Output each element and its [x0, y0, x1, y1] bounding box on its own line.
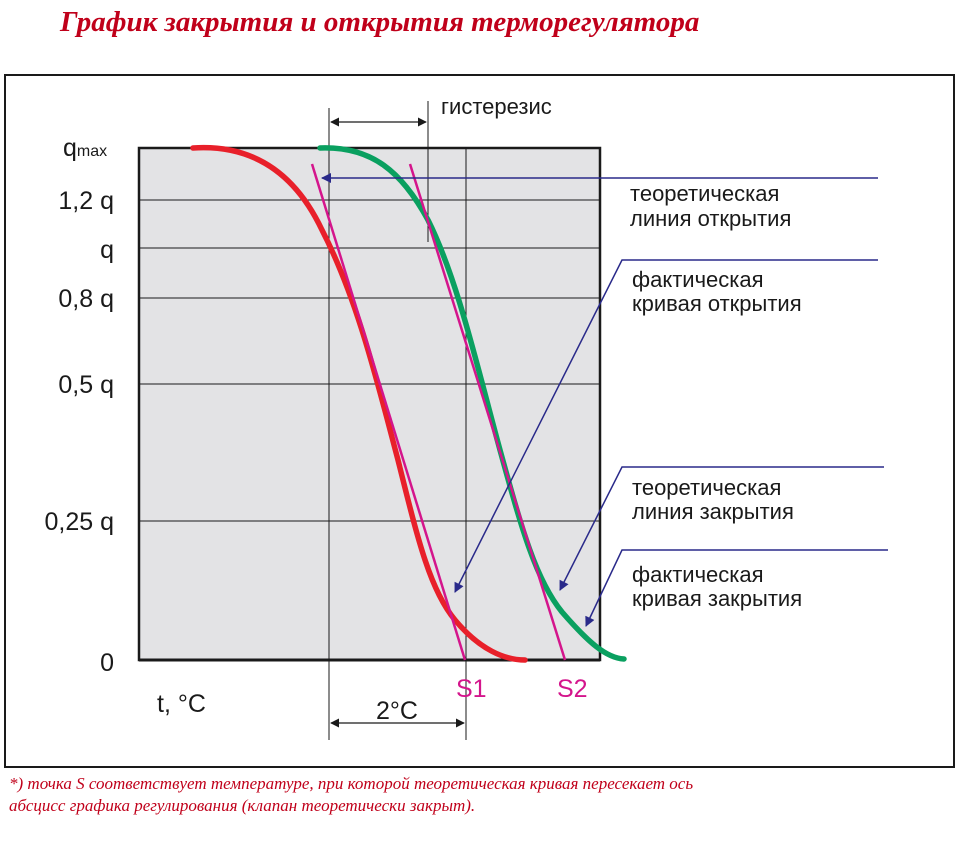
y-label-0-25q: 0,25 q: [44, 508, 114, 536]
callout-actual-close: [585, 549, 888, 627]
callout-actual-open: [454, 259, 878, 593]
callout-text-theor-close-1: теоретическая: [632, 475, 781, 500]
y-label-qmax: qmax: [63, 134, 107, 162]
callout-text-theor-open-2: линия открытия: [630, 206, 791, 231]
diagram-title: График закрытия и открытия терморегулято…: [60, 6, 700, 38]
s2-label: S2: [557, 675, 588, 703]
callout-text-actual-close-1: фактическая: [632, 562, 764, 587]
s1-label: S1: [456, 675, 487, 703]
callout-text-theor-open-1: теоретическая: [630, 181, 779, 206]
x-axis-label: t, °C: [157, 690, 206, 718]
hysteresis-label: гистерезис: [441, 94, 552, 119]
theoretical-opening-line-s2: [408, 163, 567, 661]
actual-opening-curve: [317, 145, 627, 662]
callout-lines: [321, 173, 888, 627]
callout-text-actual-close-2: кривая закрытия: [632, 586, 802, 611]
y-label-1-2q: 1,2 q: [58, 187, 114, 215]
y-label-0-8q: 0,8 q: [58, 285, 114, 313]
plot-area: [137, 146, 602, 662]
callout-theor-close: [559, 466, 884, 591]
callout-text-actual-open-1: фактическая: [632, 267, 764, 292]
theoretical-closing-line-s1: [310, 163, 467, 661]
callout-text-actual-open-2: кривая открытия: [632, 291, 802, 316]
y-label-q: q: [100, 236, 114, 264]
delta-label: 2°C: [376, 697, 418, 725]
callout-text-theor-close-2: линия закрытия: [632, 499, 794, 524]
y-label-0: 0: [100, 649, 114, 677]
diagram-frame: [4, 74, 955, 768]
y-label-0-5q: 0,5 q: [58, 371, 114, 399]
footnote: *) точка S соответствует температуре, пр…: [9, 774, 694, 815]
actual-closing-curve: [190, 144, 528, 663]
